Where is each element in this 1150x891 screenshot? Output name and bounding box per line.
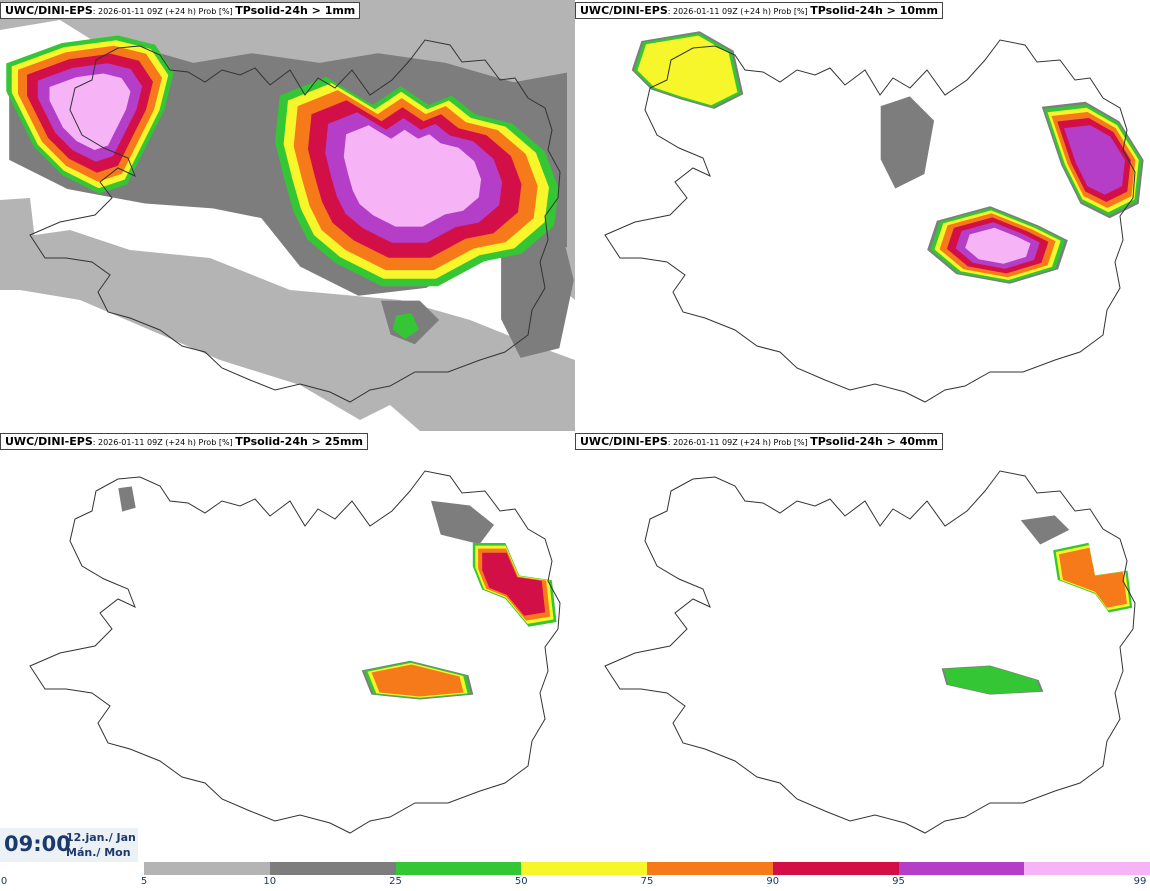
probability-colorbar — [144, 862, 1150, 875]
probability-map-10mm: UWC/DINI-EPS: 2026-01-11 09Z (+24 h) Pro… — [575, 0, 1150, 431]
prob-zone-10-northeast — [431, 500, 494, 545]
map-canvas — [29, 470, 561, 834]
panel-title: UWC/DINI-EPS: 2026-01-11 09Z (+24 h) Pro… — [0, 433, 368, 450]
colorbar-tick-5: 5 — [140, 876, 148, 887]
colorbar-tick-90: 90 — [766, 876, 780, 887]
prob-zone-99-north-core — [343, 125, 482, 227]
prob-zone-10-north-specks — [880, 96, 935, 189]
map-canvas — [604, 470, 1136, 834]
prob-zone-99-westfjords — [49, 73, 131, 150]
coastline — [604, 470, 1136, 834]
prob-zone-10-westfjords — [118, 486, 136, 512]
prob-zone-25-south-spot — [392, 312, 419, 339]
colorbar-segment-25 — [395, 862, 522, 875]
panel-title: UWC/DINI-EPS: 2026-01-11 09Z (+24 h) Pro… — [575, 433, 943, 450]
colorbar-tick-75: 75 — [640, 876, 654, 887]
colorbar-tick-99: 99 — [1133, 876, 1147, 887]
panel-title: UWC/DINI-EPS: 2026-01-11 09Z (+24 h) Pro… — [0, 2, 361, 19]
probability-map-1mm: UWC/DINI-EPS: 2026-01-11 09Z (+24 h) Pro… — [0, 0, 575, 431]
prob-zone-99-central — [965, 227, 1031, 264]
valid-date-line-1: 12.jan./ Jan — [66, 831, 136, 844]
prob-zone-50-westfjords — [637, 35, 738, 106]
prob-zone-75-east — [1058, 547, 1127, 608]
model-name: UWC/DINI-EPS — [580, 435, 668, 448]
run-info: : 2026-01-11 09Z (+24 h) Prob [%] — [92, 438, 236, 447]
map-canvas — [604, 31, 1144, 403]
colorbar-segment-99 — [1024, 862, 1150, 875]
colorbar-segment-10 — [269, 862, 396, 875]
field-name: TPsolid-24h > 1mm — [235, 4, 356, 17]
panel-title: UWC/DINI-EPS: 2026-01-11 09Z (+24 h) Pro… — [575, 2, 943, 19]
colorbar-tick-10: 10 — [263, 876, 277, 887]
colorbar-segment-90 — [772, 862, 899, 875]
colorbar-segment-75 — [647, 862, 773, 875]
probability-map-25mm: UWC/DINI-EPS: 2026-01-11 09Z (+24 h) Pro… — [0, 431, 575, 862]
colorbar-tick-25: 25 — [389, 876, 402, 887]
prob-zone-75-central — [371, 664, 464, 697]
model-name: UWC/DINI-EPS — [5, 4, 93, 17]
valid-time-clock: 09:00 — [4, 832, 71, 856]
coastline — [604, 39, 1136, 403]
coastline — [29, 470, 561, 834]
prob-zone-25-central — [943, 666, 1042, 694]
shading-layer — [118, 486, 557, 700]
model-name: UWC/DINI-EPS — [580, 4, 668, 17]
colorbar-segment-95 — [898, 862, 1025, 875]
colorbar-segment-5 — [144, 862, 270, 875]
prob-zone-90-east — [482, 552, 546, 616]
field-name: TPsolid-24h > 40mm — [810, 435, 938, 448]
map-canvas — [0, 0, 575, 431]
colorbar-tick-0: 0 — [0, 876, 8, 887]
field-name: TPsolid-24h > 10mm — [810, 4, 938, 17]
run-info: : 2026-01-11 09Z (+24 h) Prob [%] — [667, 438, 811, 447]
prob-zone-5-south-sea — [420, 338, 560, 431]
colorbar-segment-50 — [521, 862, 647, 875]
shading-layer — [941, 515, 1133, 695]
run-info: : 2026-01-11 09Z (+24 h) Prob [%] — [667, 7, 811, 16]
model-name: UWC/DINI-EPS — [5, 435, 93, 448]
prob-zone-95-east — [1064, 125, 1125, 195]
shading-layer — [631, 31, 1144, 284]
valid-time-box: 09:00 12.jan./ Jan Mán./ Mon — [0, 828, 138, 862]
field-name: TPsolid-24h > 25mm — [235, 435, 363, 448]
valid-date-line-2: Mán./ Mon — [66, 846, 131, 859]
probability-map-40mm: UWC/DINI-EPS: 2026-01-11 09Z (+24 h) Pro… — [575, 431, 1150, 862]
shading-layer — [0, 0, 575, 431]
coastline — [29, 39, 561, 403]
colorbar-tick-50: 50 — [514, 876, 528, 887]
prob-zone-10-northeast — [1020, 515, 1070, 545]
colorbar-tick-95: 95 — [892, 876, 905, 887]
prob-zone-5-west-sea — [0, 198, 35, 250]
run-info: : 2026-01-11 09Z (+24 h) Prob [%] — [92, 7, 236, 16]
